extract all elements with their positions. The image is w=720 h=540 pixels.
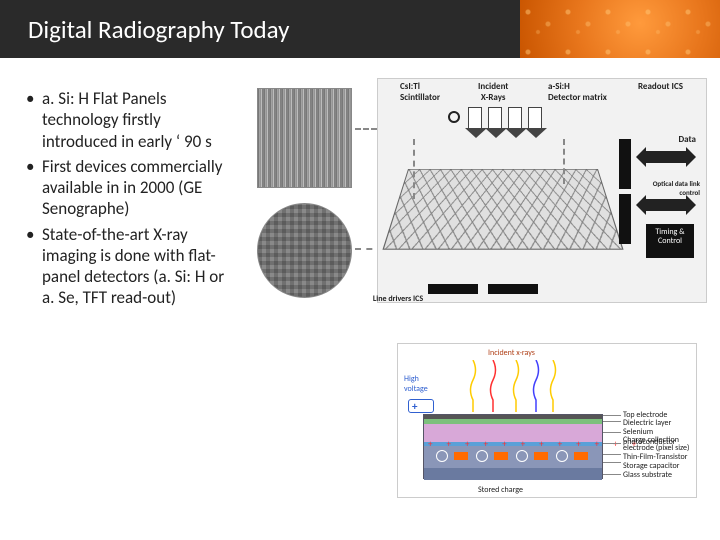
label-incident-xrays: Incident x-rays — [488, 348, 535, 358]
incident-arrow-icon — [508, 107, 522, 129]
layer-glass — [424, 468, 602, 480]
tft-icon — [476, 450, 488, 462]
tft-icon — [556, 450, 568, 462]
sem-wafer-thumbnail — [257, 203, 352, 298]
hv-plus-icon: + — [412, 400, 417, 413]
line-driver-box — [488, 284, 538, 294]
label-scintillator: CsI:Tl Scintillator — [400, 81, 440, 103]
cross-section-diagram: High voltage Incident x-rays + — [397, 343, 697, 498]
slide-title: Digital Radiography Today — [0, 14, 290, 45]
xray-squiggles-icon — [458, 360, 578, 415]
header-accent — [520, 0, 720, 58]
leader-line — [603, 443, 621, 444]
leader-line — [603, 432, 621, 433]
readout-box — [619, 139, 631, 189]
slide-header: Digital Radiography Today — [0, 0, 720, 58]
label-stored-charge: Stored charge — [478, 485, 523, 495]
label-glass-substrate: Glass substrate — [623, 470, 672, 480]
tft-icon — [516, 450, 528, 462]
bullet-item: State-of-the-art X-ray imaging is done w… — [22, 224, 237, 309]
leader-line — [603, 474, 621, 475]
capacitor-icon — [534, 452, 548, 460]
incident-arrow-icon — [468, 107, 482, 129]
label-high-voltage: High voltage — [404, 374, 438, 394]
sem-fibers-thumbnail — [257, 88, 352, 188]
label-data: Data — [678, 134, 696, 145]
capacitor-icon — [574, 452, 588, 460]
leader-line — [603, 421, 621, 422]
leader-line — [603, 415, 621, 416]
label-incident-xrays: Incident X-Rays — [478, 81, 508, 103]
label-readout-ics: Readout ICS — [638, 81, 683, 92]
label-line-drivers: Line drivers ICS — [368, 294, 428, 304]
bullet-item: First devices commercially available in … — [22, 156, 237, 220]
control-arrow-icon — [646, 199, 686, 211]
bullet-list: a. Si: H Flat Panels technology firstly … — [22, 88, 237, 313]
incident-arrow-icon — [528, 107, 542, 129]
slide-content: a. Si: H Flat Panels technology firstly … — [0, 58, 720, 323]
stored-charge-icon: + + + + + + + + + + + + — [428, 439, 642, 450]
dash-line — [563, 139, 565, 184]
bullet-item: a. Si: H Flat Panels technology firstly … — [22, 88, 237, 152]
leader-line — [603, 454, 621, 455]
detector-grid — [382, 169, 623, 250]
readout-box — [619, 194, 631, 244]
line-driver-box — [428, 284, 478, 294]
leader-line — [603, 462, 621, 463]
timing-control-box: Timing & Control — [646, 224, 694, 258]
dash-line — [413, 139, 415, 199]
capacitor-icon — [454, 452, 468, 460]
label-asi-matrix: a-Si:H Detector matrix — [548, 81, 607, 103]
capacitor-icon — [494, 452, 508, 460]
incident-arrow-icon — [488, 107, 502, 129]
detector-schematic: CsI:Tl Scintillator Incident X-Rays a-Si… — [377, 78, 707, 303]
figure-area: CsI:Tl Scintillator Incident X-Rays a-Si… — [247, 88, 710, 313]
data-arrow-icon — [646, 151, 686, 163]
ring-marker-icon — [448, 111, 460, 123]
label-collection-electrode: Charge collection electrode (pixel size) — [623, 436, 698, 452]
tft-icon — [436, 450, 448, 462]
